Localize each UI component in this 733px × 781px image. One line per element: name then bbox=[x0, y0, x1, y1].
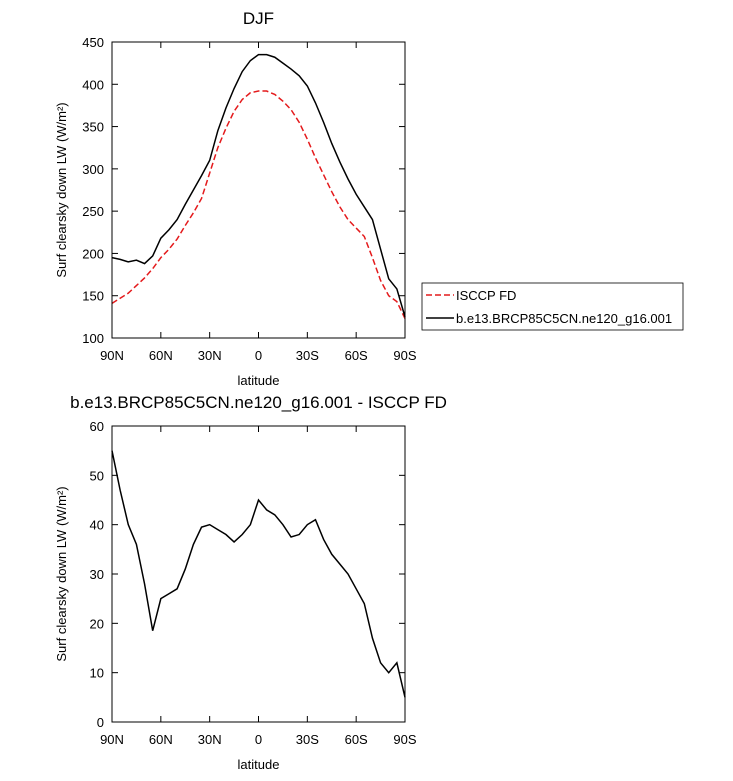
x-tick-label: 30N bbox=[198, 732, 222, 747]
legend-label: b.e13.BRCP85C5CN.ne120_g16.001 bbox=[456, 311, 672, 326]
y-tick-label: 350 bbox=[82, 120, 104, 135]
chart-title: b.e13.BRCP85C5CN.ne120_g16.001 - ISCCP F… bbox=[70, 393, 447, 412]
y-tick-label: 100 bbox=[82, 331, 104, 346]
y-tick-label: 10 bbox=[90, 666, 104, 681]
x-tick-label: 60S bbox=[345, 732, 368, 747]
y-tick-label: 400 bbox=[82, 77, 104, 92]
x-tick-label: 60N bbox=[149, 732, 173, 747]
data-line bbox=[111, 90, 406, 319]
x-tick-label: 30S bbox=[296, 732, 319, 747]
y-tick-label: 300 bbox=[82, 162, 104, 177]
y-tick-label: 450 bbox=[82, 35, 104, 50]
x-tick-label: 60S bbox=[345, 348, 368, 363]
y-axis-label: Surf clearsky down LW (W/m²) bbox=[54, 486, 69, 661]
y-tick-label: 20 bbox=[90, 616, 104, 631]
y-axis-label: Surf clearsky down LW (W/m²) bbox=[54, 102, 69, 277]
plot-frame bbox=[111, 41, 406, 339]
x-tick-label: 60N bbox=[149, 348, 173, 363]
chart-title: DJF bbox=[243, 9, 274, 28]
y-tick-label: 30 bbox=[90, 567, 104, 582]
y-tick-label: 60 bbox=[90, 419, 104, 434]
x-axis-label: latitude bbox=[238, 757, 280, 772]
x-tick-label: 90N bbox=[100, 732, 124, 747]
x-tick-label: 0 bbox=[255, 732, 262, 747]
y-tick-label: 150 bbox=[82, 289, 104, 304]
y-tick-label: 0 bbox=[97, 715, 104, 730]
x-tick-label: 90S bbox=[393, 732, 416, 747]
data-line bbox=[111, 53, 406, 318]
legend-label: ISCCP FD bbox=[456, 288, 516, 303]
x-tick-label: 90S bbox=[393, 348, 416, 363]
x-tick-label: 0 bbox=[255, 348, 262, 363]
y-tick-label: 200 bbox=[82, 246, 104, 261]
x-tick-label: 30S bbox=[296, 348, 319, 363]
legend-box bbox=[421, 282, 684, 331]
plot-frame bbox=[111, 425, 406, 723]
x-tick-label: 30N bbox=[198, 348, 222, 363]
data-line bbox=[111, 450, 406, 698]
y-tick-label: 250 bbox=[82, 204, 104, 219]
x-axis-label: latitude bbox=[238, 373, 280, 388]
y-tick-label: 50 bbox=[90, 468, 104, 483]
y-tick-label: 40 bbox=[90, 518, 104, 533]
x-tick-label: 90N bbox=[100, 348, 124, 363]
